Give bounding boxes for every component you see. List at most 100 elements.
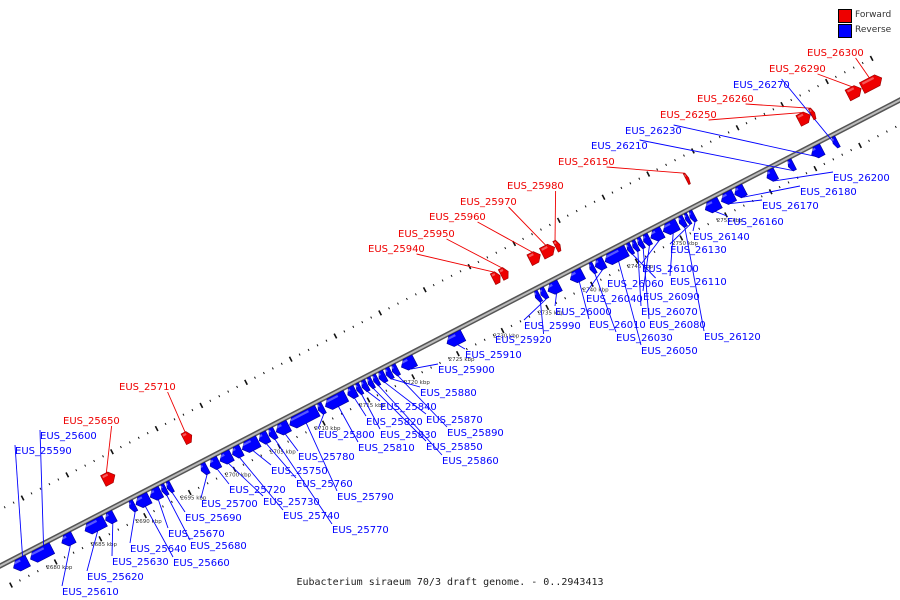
label-eus_25880[interactable]: EUS_25880: [420, 388, 477, 399]
label-eus_25660[interactable]: EUS_25660: [173, 558, 230, 569]
gene-eus_26060[interactable]: [625, 242, 636, 255]
gene-arrow-body[interactable]: [217, 449, 235, 467]
label-eus_25770[interactable]: EUS_25770: [332, 525, 389, 536]
label-eus_25790[interactable]: EUS_25790: [337, 492, 394, 503]
gene-eus_25840[interactable]: [359, 379, 371, 393]
gene-arrow-body[interactable]: [807, 107, 817, 121]
gene-eus_26100[interactable]: [648, 226, 666, 244]
gene-eus_25830[interactable]: [354, 382, 365, 396]
label-eus_25860[interactable]: EUS_25860: [442, 456, 499, 467]
gene-eus_25790[interactable]: [287, 404, 321, 430]
label-eus_26050[interactable]: EUS_26050: [641, 346, 698, 357]
gene-arrow-body[interactable]: [703, 196, 723, 215]
gene-arrow-body[interactable]: [82, 515, 108, 536]
gene-arrow-body[interactable]: [538, 242, 557, 260]
gene-arrow-body[interactable]: [164, 480, 175, 494]
label-eus_26180[interactable]: EUS_26180: [800, 187, 857, 198]
gene-arrow-body[interactable]: [497, 266, 511, 281]
label-eus_26170[interactable]: EUS_26170: [762, 201, 819, 212]
gene-eus_26260[interactable]: [807, 107, 817, 121]
gene-arrow-body[interactable]: [240, 435, 262, 455]
gene-arrow-body[interactable]: [568, 267, 586, 285]
gene-eus_26250[interactable]: [795, 110, 813, 127]
gene-eus_25690[interactable]: [164, 480, 175, 494]
label-eus_25630[interactable]: EUS_25630: [112, 557, 169, 568]
gene-arrow-body[interactable]: [687, 209, 698, 223]
label-eus_25730[interactable]: EUS_25730: [263, 497, 320, 508]
gene-eus_25850[interactable]: [366, 376, 376, 390]
gene-arrow-body[interactable]: [28, 542, 56, 565]
gene-arrow-body[interactable]: [366, 376, 376, 390]
gene-eus_26270[interactable]: [830, 135, 841, 149]
gene-eus_25970[interactable]: [538, 242, 557, 260]
gene-eus_26210[interactable]: [786, 158, 797, 172]
gene-arrow-body[interactable]: [399, 354, 418, 373]
gene-arrow-body[interactable]: [345, 385, 359, 400]
gene-eus_25680[interactable]: [159, 483, 170, 497]
gene-arrow-body[interactable]: [133, 491, 153, 510]
gene-arrow-body[interactable]: [764, 167, 780, 183]
label-eus_25890[interactable]: EUS_25890: [447, 428, 504, 439]
gene-eus_26160[interactable]: [703, 196, 723, 215]
label-eus_25590[interactable]: EUS_25590: [15, 446, 72, 457]
gene-arrow-body[interactable]: [257, 430, 272, 446]
label-eus_25970[interactable]: EUS_25970: [460, 197, 517, 208]
label-eus_25950[interactable]: EUS_25950: [398, 229, 455, 240]
label-eus_26250[interactable]: EUS_26250: [660, 110, 717, 121]
gene-eus_25600[interactable]: [28, 542, 56, 565]
gene-arrow-body[interactable]: [630, 239, 641, 253]
gene-arrow-body[interactable]: [719, 189, 738, 207]
label-eus_25650[interactable]: EUS_25650: [63, 416, 120, 427]
label-eus_26150[interactable]: EUS_26150: [558, 157, 615, 168]
gene-arrow-body[interactable]: [266, 426, 279, 441]
label-eus_26120[interactable]: EUS_26120: [704, 332, 761, 343]
label-eus_25640[interactable]: EUS_25640: [130, 544, 187, 555]
label-eus_25910[interactable]: EUS_25910: [465, 350, 522, 361]
gene-eus_25700[interactable]: [198, 461, 211, 476]
label-eus_26040[interactable]: EUS_26040: [586, 294, 643, 305]
gene-eus_26110[interactable]: [661, 218, 681, 237]
gene-eus_25950[interactable]: [497, 266, 511, 281]
label-eus_26200[interactable]: EUS_26200: [833, 173, 890, 184]
label-eus_25620[interactable]: EUS_25620: [87, 572, 144, 583]
gene-arrow-body[interactable]: [371, 373, 382, 387]
label-eus_26070[interactable]: EUS_26070: [641, 307, 698, 318]
gene-eus_25740[interactable]: [230, 444, 245, 460]
gene-arrow-body[interactable]: [376, 369, 389, 384]
label-eus_25980[interactable]: EUS_25980: [507, 181, 564, 192]
label-eus_25780[interactable]: EUS_25780: [298, 452, 355, 463]
gene-eus_25750[interactable]: [240, 435, 262, 455]
gene-arrow-body[interactable]: [316, 401, 327, 415]
gene-arrow-body[interactable]: [732, 183, 748, 200]
gene-eus_25880[interactable]: [383, 366, 395, 380]
gene-eus_25760[interactable]: [257, 430, 272, 446]
gene-arrow-body[interactable]: [11, 554, 31, 573]
label-eus_25870[interactable]: EUS_25870: [426, 415, 483, 426]
gene-eus_26070[interactable]: [630, 239, 641, 253]
gene-eus_25650[interactable]: [100, 470, 118, 487]
label-eus_25740[interactable]: EUS_25740: [283, 511, 340, 522]
gene-eus_26290[interactable]: [844, 83, 864, 102]
gene-eus_25610[interactable]: [59, 531, 77, 549]
gene-arrow-body[interactable]: [526, 249, 543, 266]
gene-eus_25960[interactable]: [526, 249, 543, 266]
gene-eus_25720[interactable]: [207, 455, 223, 471]
label-eus_26210[interactable]: EUS_26210: [591, 141, 648, 152]
gene-eus_25920[interactable]: [533, 289, 544, 303]
gene-arrow-body[interactable]: [383, 366, 395, 380]
label-eus_25830[interactable]: EUS_25830: [380, 430, 437, 441]
gene-arrow-body[interactable]: [274, 419, 292, 437]
gene-arrow-body[interactable]: [661, 218, 681, 237]
label-eus_25960[interactable]: EUS_25960: [429, 212, 486, 223]
label-eus_26230[interactable]: EUS_26230: [625, 126, 682, 137]
gene-arrow-body[interactable]: [830, 135, 841, 149]
gene-arrow-body[interactable]: [648, 226, 666, 244]
gene-eus_25730[interactable]: [217, 449, 235, 467]
gene-arrow-body[interactable]: [127, 499, 139, 513]
label-eus_26160[interactable]: EUS_26160: [727, 217, 784, 228]
label-eus_25900[interactable]: EUS_25900: [438, 365, 495, 376]
gene-arrow-body[interactable]: [641, 232, 654, 247]
label-eus_26110[interactable]: EUS_26110: [670, 277, 727, 288]
label-eus_25810[interactable]: EUS_25810: [358, 443, 415, 454]
gene-eus_25770[interactable]: [266, 426, 279, 441]
